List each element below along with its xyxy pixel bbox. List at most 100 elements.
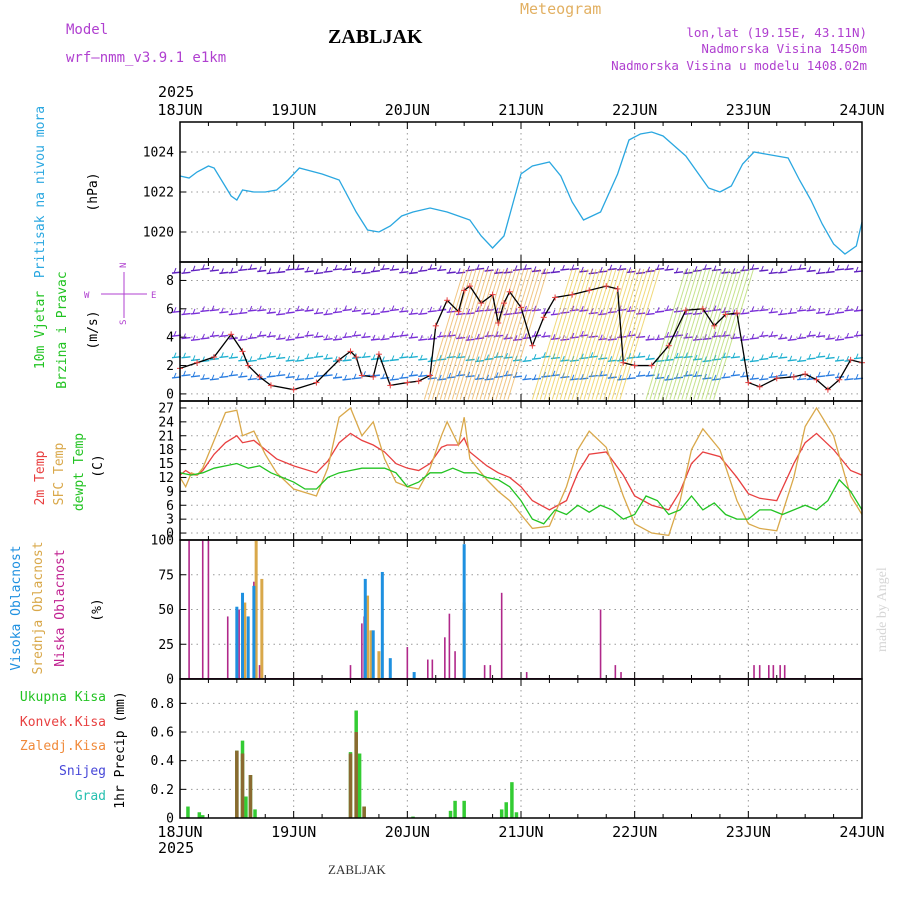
wind-barb-flag	[666, 331, 670, 338]
wind-barb-flag	[542, 352, 546, 358]
wind-barb	[768, 311, 778, 314]
wind-barb-flag	[741, 335, 745, 341]
wind-barb	[759, 308, 769, 312]
wind-barb-flag	[400, 306, 404, 313]
wind-axis-title-1: 10m Vjetar	[33, 291, 48, 369]
wind-barb-flag	[296, 332, 300, 339]
temperature-ytick-label: 3	[166, 513, 174, 528]
wind-barb	[626, 377, 636, 380]
wind-barb-flag	[647, 354, 651, 360]
wind-barb	[228, 356, 238, 359]
wind-barb	[560, 338, 570, 341]
wind-barb-flag	[183, 370, 186, 377]
wind-barb-flag	[827, 334, 831, 340]
cloud-bar	[361, 623, 363, 679]
wind-strong-band	[451, 268, 493, 400]
wind-barb-flag	[296, 355, 300, 362]
wind-barb	[673, 271, 684, 274]
wind-barb-flag	[552, 309, 556, 315]
wind-barb	[247, 267, 257, 271]
wind-barb-flag	[400, 373, 404, 379]
wind-barb-flag	[599, 370, 603, 377]
x-day-label-top: 21JUN	[498, 101, 543, 119]
wind-barb-flag	[476, 264, 480, 270]
cloud-bar	[462, 544, 466, 679]
wind-barb-flag	[685, 352, 688, 358]
wind-barb-flag	[798, 264, 802, 270]
wind-barb	[617, 308, 627, 312]
wind-barb-flag	[277, 334, 281, 340]
wind-barb-flag	[344, 305, 347, 311]
wind-barb-flag	[249, 374, 253, 380]
wind-barb	[266, 335, 276, 338]
wind-barb	[787, 311, 797, 315]
wind-strong-band	[681, 268, 723, 400]
wind-barb-flag	[647, 370, 651, 377]
cloud-bar	[620, 672, 622, 679]
cloud-panel: 0 25 50 75 100	[151, 534, 863, 688]
wind-barb	[314, 271, 324, 275]
wind-barb	[437, 308, 447, 312]
wind-barb-flag	[211, 265, 215, 272]
wind-barb-flag	[173, 267, 177, 274]
wind-barb-flag	[524, 333, 527, 339]
wind-barb-flag	[287, 335, 291, 341]
cloud-bar	[772, 665, 775, 679]
cloud-ytick-label: 75	[158, 568, 174, 583]
wind-barb	[351, 377, 362, 380]
x-day-label-bottom: 23JUN	[726, 823, 771, 841]
wind-barb	[816, 355, 826, 359]
wind-barb	[825, 337, 835, 341]
wind-barb-flag	[846, 355, 849, 362]
elevation-label: Nadmorska Visina 1450m	[701, 41, 867, 56]
wind-barb-flag	[344, 264, 347, 271]
wind-barb-flag	[760, 354, 764, 360]
wind-barb	[314, 311, 324, 315]
wind-barb-flag	[457, 268, 461, 274]
wind-barb	[351, 309, 362, 313]
wind-barb-flag	[722, 352, 726, 358]
wind-barb-flag	[533, 374, 537, 380]
wind-barb-flag	[571, 332, 575, 339]
wind-barb-flag	[277, 267, 281, 273]
wind-barb	[399, 310, 409, 313]
wind-barb	[730, 374, 740, 377]
wind-barb	[361, 312, 371, 315]
precip-legend: Ukupna Kisa Konvek.Kisa Zaledj.Kisa Snij…	[20, 690, 106, 804]
wind-barb	[295, 359, 305, 362]
legend-total-rain: Ukupna Kisa	[20, 690, 106, 705]
wind-barb-flag	[381, 356, 385, 362]
pressure-ytick-label: 1024	[143, 146, 174, 161]
wind-barb-flag	[315, 371, 319, 377]
cloud-bar	[252, 585, 256, 679]
cloud-axis-unit: (%)	[90, 598, 105, 621]
precip-bar	[253, 809, 257, 818]
wind-barb-flag	[173, 331, 177, 337]
wind-barb	[778, 337, 788, 340]
wind-barb-flag	[201, 374, 205, 380]
wind-barb	[446, 355, 456, 359]
wind-barb-flag	[495, 372, 499, 378]
wind-barb-flag	[647, 266, 651, 272]
wind-barb	[607, 311, 617, 314]
wind-barb-flag	[334, 372, 338, 379]
wind-barb	[834, 338, 845, 341]
x-axis-top-labels: 18JUN 19JUN 20JUN 21JUN 22JUN 23JUN 24JUN	[157, 101, 884, 119]
wind-barb	[228, 271, 238, 274]
wind-strong-band	[455, 268, 497, 400]
x-day-label-bottom: 20JUN	[385, 823, 430, 841]
wind-barb-flag	[287, 307, 291, 314]
wind-barb-flag	[201, 333, 205, 340]
wind-barb	[304, 270, 314, 273]
wind-barb-flag	[230, 267, 234, 274]
wind-barb	[285, 311, 295, 314]
wind-barb-flag	[770, 307, 774, 313]
wind-strong-band	[535, 268, 577, 400]
wind-barb	[266, 311, 276, 314]
wind-barb	[834, 311, 845, 314]
wind-barb-flag	[173, 307, 177, 313]
wind-barb	[418, 338, 428, 341]
precip-bar	[348, 753, 353, 818]
wind-barb	[550, 356, 560, 360]
wind-barb-flag	[552, 267, 556, 273]
